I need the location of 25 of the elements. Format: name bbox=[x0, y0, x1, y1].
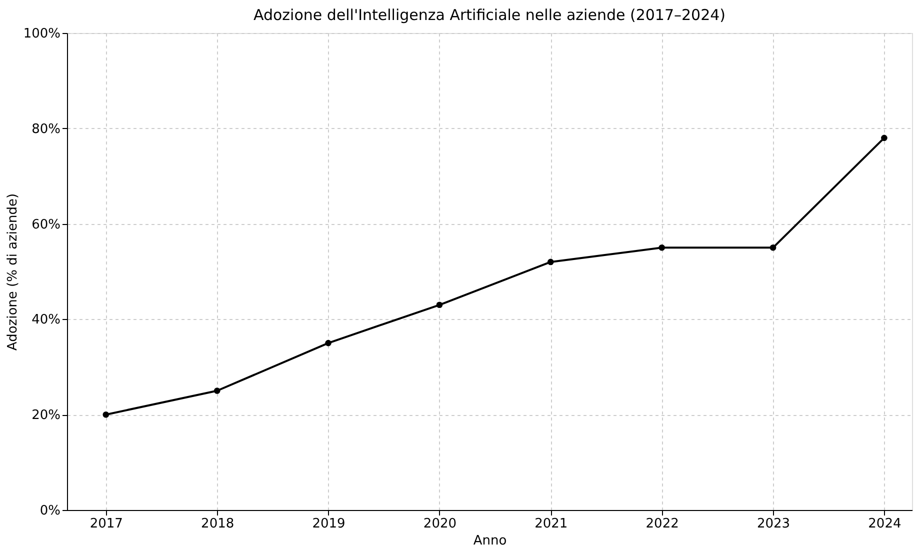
x-tick-label: 2021 bbox=[534, 516, 568, 532]
point bbox=[436, 302, 443, 308]
point bbox=[881, 134, 888, 142]
x-tick-label: 2019 bbox=[312, 516, 346, 532]
point bbox=[770, 244, 776, 251]
y-tick-label: 60% bbox=[32, 217, 60, 232]
y-tick-label: 100% bbox=[23, 26, 60, 42]
x-tick-label: 2022 bbox=[646, 516, 679, 532]
x-tick-label: 2023 bbox=[756, 516, 790, 532]
point bbox=[658, 244, 665, 251]
y-tick-label: 20% bbox=[32, 408, 60, 424]
y-tick-label: 0% bbox=[40, 504, 60, 518]
x-axis-title: Anno bbox=[473, 534, 507, 548]
y-tick-label: 40% bbox=[32, 312, 60, 328]
point bbox=[102, 411, 110, 418]
point bbox=[325, 340, 332, 346]
x-tick-label: 2024 bbox=[868, 516, 902, 532]
x-tick-label: 2020 bbox=[423, 516, 457, 532]
y-tick-label: 80% bbox=[32, 122, 60, 137]
x-tick-label: 2018 bbox=[201, 516, 234, 532]
x-tick-label: 2017 bbox=[90, 516, 123, 532]
point bbox=[214, 388, 220, 394]
point bbox=[547, 258, 554, 266]
chart-title: Adozione dell'Intelligenza Artificiale nelle aziende (2017–2024) bbox=[253, 6, 726, 24]
y-axis-title: Adozione (% di aziende) bbox=[5, 193, 20, 351]
